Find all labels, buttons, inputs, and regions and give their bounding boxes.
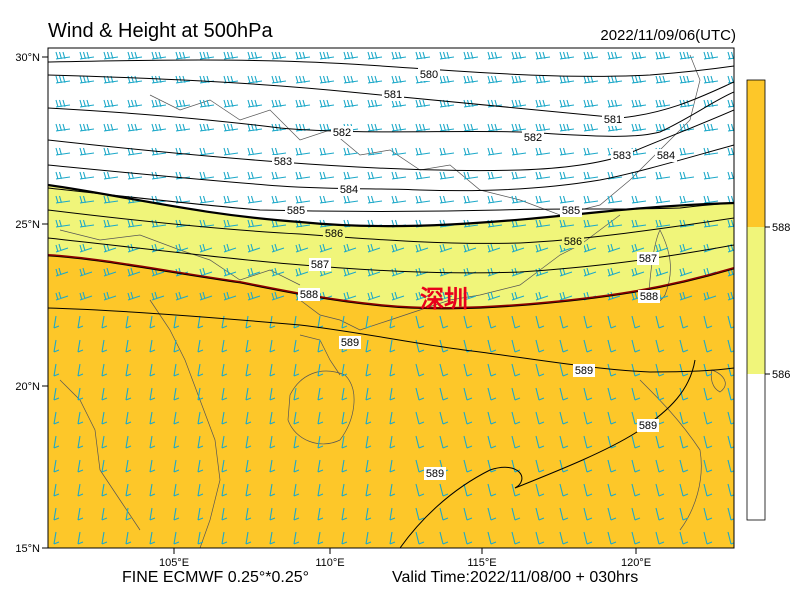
colorbar-label-586: 586 bbox=[772, 369, 790, 381]
label-589b: 589 bbox=[573, 364, 595, 377]
lon-tick-120: 120°E bbox=[621, 557, 651, 569]
label-589d: 589 bbox=[424, 467, 446, 480]
valid-time-label: Valid Time:2022/11/08/00 + 030hrs bbox=[392, 569, 639, 586]
contour-589b bbox=[399, 359, 696, 548]
contour-588 bbox=[48, 254, 734, 309]
axis-ticks bbox=[42, 56, 637, 554]
svg-text:582: 582 bbox=[333, 127, 351, 139]
svg-text:588: 588 bbox=[640, 291, 658, 303]
contour-584 bbox=[48, 144, 734, 192]
lon-tick-110: 110°E bbox=[315, 557, 344, 569]
contour-589a bbox=[48, 307, 734, 373]
label-585a: 585 bbox=[285, 204, 307, 217]
svg-text:580: 580 bbox=[420, 69, 438, 81]
svg-text:584: 584 bbox=[657, 150, 675, 162]
svg-text:583: 583 bbox=[274, 156, 292, 168]
svg-text:587: 587 bbox=[639, 253, 657, 265]
svg-text:589: 589 bbox=[575, 365, 593, 377]
label-589a: 589 bbox=[339, 336, 361, 349]
colorbar-586-588 bbox=[747, 227, 765, 374]
colorbar-below-586 bbox=[747, 374, 765, 520]
chart-title: Wind & Height at 500hPa bbox=[48, 20, 273, 42]
contour-585 bbox=[48, 187, 734, 212]
contour-588-outline bbox=[48, 255, 734, 310]
label-586a: 586 bbox=[323, 227, 345, 240]
contour-labels: 580 581 581 582 582 583 583 584 584 585 … bbox=[272, 68, 677, 480]
svg-text:585: 585 bbox=[562, 205, 580, 217]
wind-barbs bbox=[53, 51, 734, 545]
svg-text:582: 582 bbox=[524, 132, 542, 144]
lon-tick-labels: 105°E 110°E 115°E 120°E bbox=[159, 557, 651, 569]
label-582b: 582 bbox=[522, 131, 544, 144]
contour-587 bbox=[48, 237, 734, 274]
wind-barb-paths bbox=[53, 51, 734, 545]
label-584a: 584 bbox=[338, 183, 360, 196]
label-586b: 586 bbox=[562, 235, 584, 248]
lat-tick-labels: 30°N 25°N 20°N 15°N bbox=[15, 52, 40, 555]
map-area: 580 581 581 582 582 583 583 584 584 585 … bbox=[48, 48, 734, 548]
label-582a: 582 bbox=[331, 126, 353, 139]
lon-tick-105: 105°E bbox=[159, 557, 189, 569]
label-583b: 583 bbox=[611, 149, 633, 162]
svg-text:587: 587 bbox=[311, 259, 329, 271]
model-label: FINE ECMWF 0.25°*0.25° bbox=[122, 569, 310, 586]
contour-582 bbox=[48, 91, 734, 137]
svg-text:589: 589 bbox=[341, 337, 359, 349]
svg-text:589: 589 bbox=[639, 420, 657, 432]
contour-581 bbox=[48, 74, 734, 119]
label-587a: 587 bbox=[309, 258, 331, 271]
contour-583 bbox=[48, 109, 734, 172]
lon-tick-115: 115°E bbox=[467, 557, 496, 569]
lat-tick-30: 30°N bbox=[15, 52, 40, 64]
label-587b: 587 bbox=[637, 252, 659, 265]
lat-tick-20: 20°N bbox=[15, 381, 40, 393]
svg-text:586: 586 bbox=[564, 236, 582, 248]
svg-text:581: 581 bbox=[604, 114, 622, 126]
label-588b: 588 bbox=[638, 290, 660, 303]
lat-tick-25: 25°N bbox=[15, 219, 40, 231]
colorbar-label-588: 588 bbox=[772, 222, 790, 234]
label-589c: 589 bbox=[637, 419, 659, 432]
label-580: 580 bbox=[418, 68, 440, 81]
label-583a: 583 bbox=[272, 155, 294, 168]
label-588a: 588 bbox=[298, 288, 320, 301]
svg-text:588: 588 bbox=[300, 289, 318, 301]
city-label-shenzhen: 深圳 bbox=[420, 285, 468, 313]
map-frame bbox=[47, 47, 735, 549]
svg-text:581: 581 bbox=[384, 89, 402, 101]
contour-585-bold bbox=[48, 183, 734, 228]
svg-text:583: 583 bbox=[613, 150, 631, 162]
contour-586 bbox=[48, 209, 734, 244]
label-581b: 581 bbox=[602, 113, 624, 126]
colorbar: 588 586 bbox=[746, 79, 790, 521]
svg-text:585: 585 bbox=[287, 205, 305, 217]
svg-text:589: 589 bbox=[426, 468, 444, 480]
label-584b: 584 bbox=[655, 149, 677, 162]
label-581a: 581 bbox=[382, 88, 404, 101]
svg-text:586: 586 bbox=[325, 228, 343, 240]
colorbar-above-588 bbox=[747, 80, 765, 227]
label-585b: 585 bbox=[560, 204, 582, 217]
svg-text:584: 584 bbox=[340, 184, 358, 196]
datetime-label: 2022/11/09/06(UTC) bbox=[600, 27, 736, 44]
coastlines bbox=[59, 54, 726, 548]
lat-tick-15: 15°N bbox=[15, 543, 40, 555]
